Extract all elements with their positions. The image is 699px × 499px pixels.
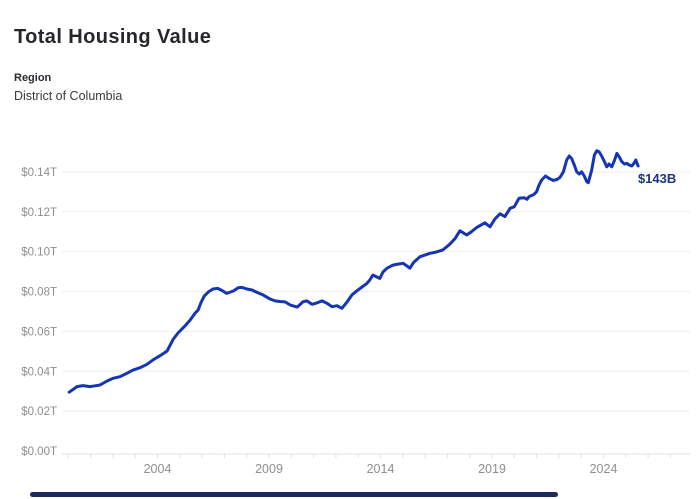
y-axis-label: $0.00T — [21, 446, 57, 458]
y-axis-label: $0.06T — [21, 326, 57, 338]
current-value-label: $143B — [638, 171, 676, 186]
timeline-scrubber-track — [0, 492, 699, 498]
gridlines — [62, 171, 690, 412]
y-axis-label: $0.10T — [21, 247, 57, 259]
y-axis-label: $0.08T — [21, 287, 57, 299]
axes — [62, 453, 690, 458]
x-axis-label: 2004 — [144, 462, 172, 476]
x-axis-label: 2009 — [255, 462, 283, 476]
region-label: Region — [14, 72, 52, 84]
series: $143B — [67, 149, 676, 394]
housing-value-line — [67, 149, 640, 394]
y-axis-label: $0.14T — [21, 167, 57, 179]
y-axis-label: $0.02T — [21, 406, 57, 418]
x-axis-label: 2014 — [367, 462, 395, 476]
region-value: District of Columbia — [14, 89, 123, 103]
y-axis-label: $0.04T — [21, 366, 57, 378]
x-axis-label: 2024 — [590, 462, 618, 476]
axis-labels: $0.00T $0.02T $0.04T $0.06T $0.08T $0.10T $0.1… — [21, 167, 617, 476]
y-axis-label: $0.12T — [21, 207, 57, 219]
x-axis-label: 2019 — [478, 462, 506, 476]
timeline-scrubber-thumb[interactable] — [30, 492, 558, 497]
page-title: Total Housing Value — [14, 26, 212, 48]
